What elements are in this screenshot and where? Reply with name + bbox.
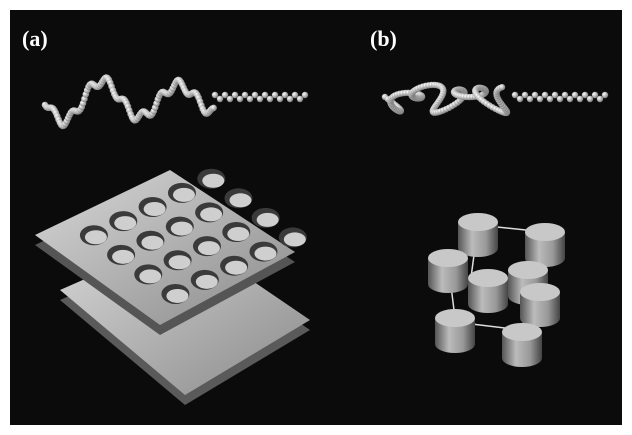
bead bbox=[302, 92, 308, 98]
cylinder-top bbox=[428, 249, 468, 267]
cylinder-top bbox=[468, 269, 508, 287]
cylinder-top bbox=[458, 213, 498, 231]
bead bbox=[262, 92, 268, 98]
bead bbox=[242, 92, 248, 98]
bead bbox=[557, 96, 563, 102]
bead bbox=[222, 92, 228, 98]
bead bbox=[542, 92, 548, 98]
cylinder-top bbox=[502, 323, 542, 341]
bead bbox=[277, 96, 283, 102]
hole-wall bbox=[139, 269, 161, 283]
hole-wall bbox=[200, 207, 222, 221]
hole-wall bbox=[198, 241, 220, 255]
bead bbox=[532, 92, 538, 98]
bead bbox=[602, 92, 608, 98]
cylinder-top bbox=[525, 223, 565, 241]
bead bbox=[512, 92, 518, 98]
bead bbox=[577, 96, 583, 102]
bead bbox=[237, 96, 243, 102]
hole-wall bbox=[284, 232, 306, 246]
hole-wall bbox=[173, 188, 195, 202]
hole-wall bbox=[254, 247, 276, 261]
bead bbox=[267, 96, 273, 102]
hole-wall bbox=[257, 213, 279, 227]
hole-wall bbox=[169, 255, 191, 269]
bead bbox=[227, 96, 233, 102]
bead bbox=[257, 96, 263, 102]
bead bbox=[217, 96, 223, 102]
bead bbox=[522, 92, 528, 98]
bead bbox=[247, 96, 253, 102]
bead bbox=[292, 92, 298, 98]
bead bbox=[527, 96, 533, 102]
bead bbox=[210, 105, 217, 112]
bead bbox=[212, 92, 218, 98]
cylinder-top bbox=[435, 309, 475, 327]
bead bbox=[232, 92, 238, 98]
hole-wall bbox=[227, 227, 249, 241]
bead bbox=[282, 92, 288, 98]
bead bbox=[537, 96, 543, 102]
hole-wall bbox=[85, 230, 107, 244]
hole-wall bbox=[114, 216, 136, 230]
bead bbox=[499, 84, 505, 90]
hole-wall bbox=[141, 236, 163, 250]
panel-label: (b) bbox=[370, 26, 397, 51]
bead bbox=[572, 92, 578, 98]
hole-wall bbox=[166, 289, 188, 303]
bead bbox=[592, 92, 598, 98]
cylinder-top bbox=[520, 283, 560, 301]
cylinder-bottom bbox=[502, 349, 542, 367]
cylinder-bottom bbox=[435, 335, 475, 353]
hole-wall bbox=[112, 250, 134, 264]
bead bbox=[552, 92, 558, 98]
panel-label: (a) bbox=[22, 26, 48, 51]
bead bbox=[567, 96, 573, 102]
bead bbox=[272, 92, 278, 98]
hole-wall bbox=[144, 202, 166, 216]
cylinder-bottom bbox=[428, 275, 468, 293]
bead bbox=[582, 92, 588, 98]
bead bbox=[587, 96, 593, 102]
cylinder-top bbox=[508, 261, 548, 279]
cylinder-bottom bbox=[468, 295, 508, 313]
bead bbox=[287, 96, 293, 102]
bead bbox=[252, 92, 258, 98]
hole-wall bbox=[225, 261, 247, 275]
hole-wall bbox=[196, 275, 218, 289]
hole-wall bbox=[229, 193, 251, 207]
hole-wall bbox=[202, 174, 224, 188]
hole-wall bbox=[171, 222, 193, 236]
bead bbox=[297, 96, 303, 102]
bead bbox=[597, 96, 603, 102]
bead bbox=[547, 96, 553, 102]
figure: (a) (b) bbox=[0, 0, 632, 435]
bead bbox=[562, 92, 568, 98]
bead bbox=[517, 96, 523, 102]
